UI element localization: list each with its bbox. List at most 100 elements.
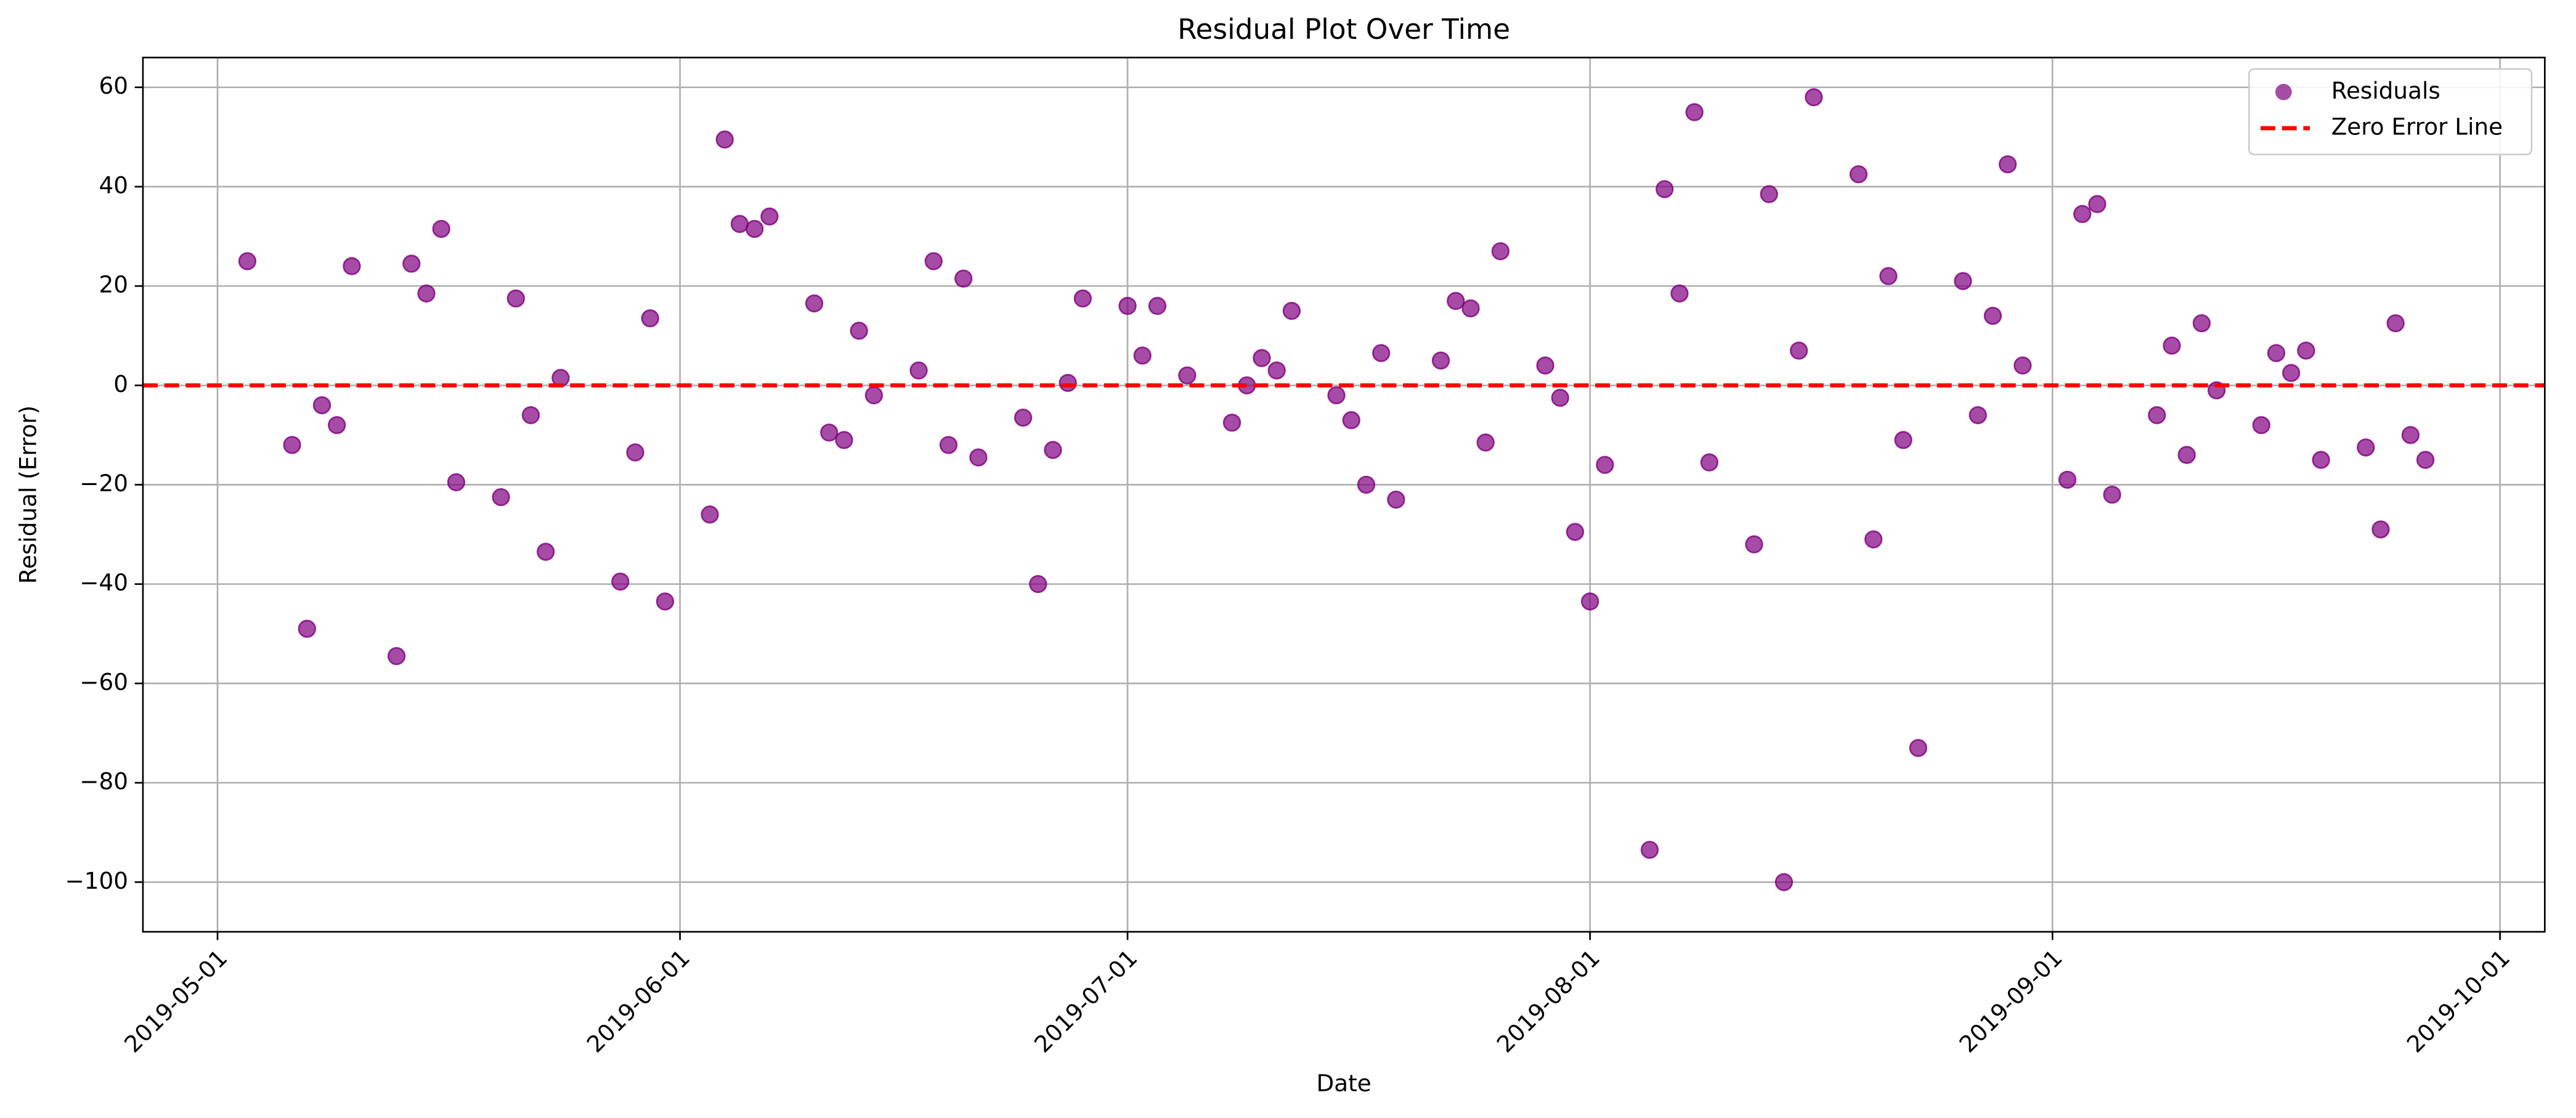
data-point [1431,351,1450,370]
data-point [2312,451,2330,469]
data-point [939,436,958,454]
data-point [2013,356,2032,375]
data-point [1760,185,1778,203]
data-point [238,252,257,271]
data-point [1596,455,1614,474]
data-point [1805,88,1823,107]
data-point [1774,873,1794,891]
data-point [2103,485,2121,504]
data-point [2401,426,2420,444]
data-point [1536,356,1554,375]
data-point [1058,373,1077,392]
data-point [402,255,421,273]
data-point [715,130,734,149]
data-point [1029,575,1047,594]
data-point [1372,344,1391,362]
data-point [1387,491,1405,509]
data-point [611,572,630,591]
data-point [1282,301,1301,320]
x-tick-label: 2019-05-01 [119,944,233,1058]
data-point [387,647,406,666]
data-point [1909,739,1928,757]
data-point [2192,314,2211,333]
data-point [1581,592,1599,611]
chart-title: Residual Plot Over Time [1177,13,1510,46]
data-point [298,619,316,638]
data-point [1491,242,1510,261]
data-point [1745,535,1763,553]
data-point [328,416,346,435]
data-point [1133,346,1152,365]
data-point [1073,289,1092,308]
data-point [1864,530,1883,549]
data-point [1461,299,1480,318]
data-point [864,386,884,405]
x-tick-label: 2019-06-01 [582,944,696,1058]
data-point [656,592,675,611]
data-point [1014,409,1033,427]
legend-label: Zero Error Line [2331,113,2503,140]
data-point [835,431,853,449]
y-tick-label: 60 [99,72,128,99]
y-tick-label: 0 [113,370,128,398]
data-point [1327,386,1346,405]
data-point [432,219,450,239]
y-axis-label: Residual (Error) [14,406,41,584]
data-point [2073,205,2092,223]
data-point [954,269,973,288]
data-point [1178,366,1197,385]
x-tick-label: 2019-07-01 [1029,944,1143,1058]
data-point [343,257,361,275]
data-point [447,473,466,492]
data-point [2267,344,2286,362]
data-point [312,396,331,415]
data-point [1342,411,1360,430]
plot-frame [142,56,2546,933]
data-point [1954,272,1972,290]
data-point [2088,195,2107,213]
data-point [537,542,555,561]
data-point [506,289,525,308]
y-tick-label: 20 [99,271,128,298]
data-point [1640,841,1659,859]
x-tick-label: 2019-09-01 [1954,944,2068,1058]
data-point [924,252,943,271]
x-tick-label: 2019-08-01 [1492,944,1606,1058]
y-tick-label: −80 [79,768,128,795]
data-point [2058,470,2077,489]
data-point [805,294,824,312]
data-point [2148,406,2166,425]
data-point [850,321,868,340]
data-point [2371,520,2390,539]
data-point [1998,155,2017,174]
data-point [2282,364,2301,382]
x-axis-label: Date [1317,1069,1371,1096]
y-tick-label: −20 [79,470,128,497]
y-tick-label: −40 [79,569,128,596]
data-point [1670,284,1689,303]
data-point [1849,165,1868,184]
data-point [1700,453,1719,471]
data-point [1983,306,2002,325]
data-point [2416,451,2435,469]
data-point [1790,341,1808,360]
data-point [1476,433,1495,452]
data-point [1656,180,1674,198]
data-point [626,443,644,462]
data-point [417,284,436,303]
data-point [820,423,839,442]
data-point [1118,296,1137,315]
legend-label: Residuals [2331,77,2440,104]
data-point [1566,523,1585,541]
data-point [2177,446,2196,464]
data-point [746,219,764,239]
data-point [1148,296,1167,315]
data-point [969,448,988,467]
data-point [760,207,779,226]
data-point [1044,441,1062,459]
data-point [2297,341,2315,360]
data-point [1894,431,1912,449]
legend-marker [2275,83,2292,100]
